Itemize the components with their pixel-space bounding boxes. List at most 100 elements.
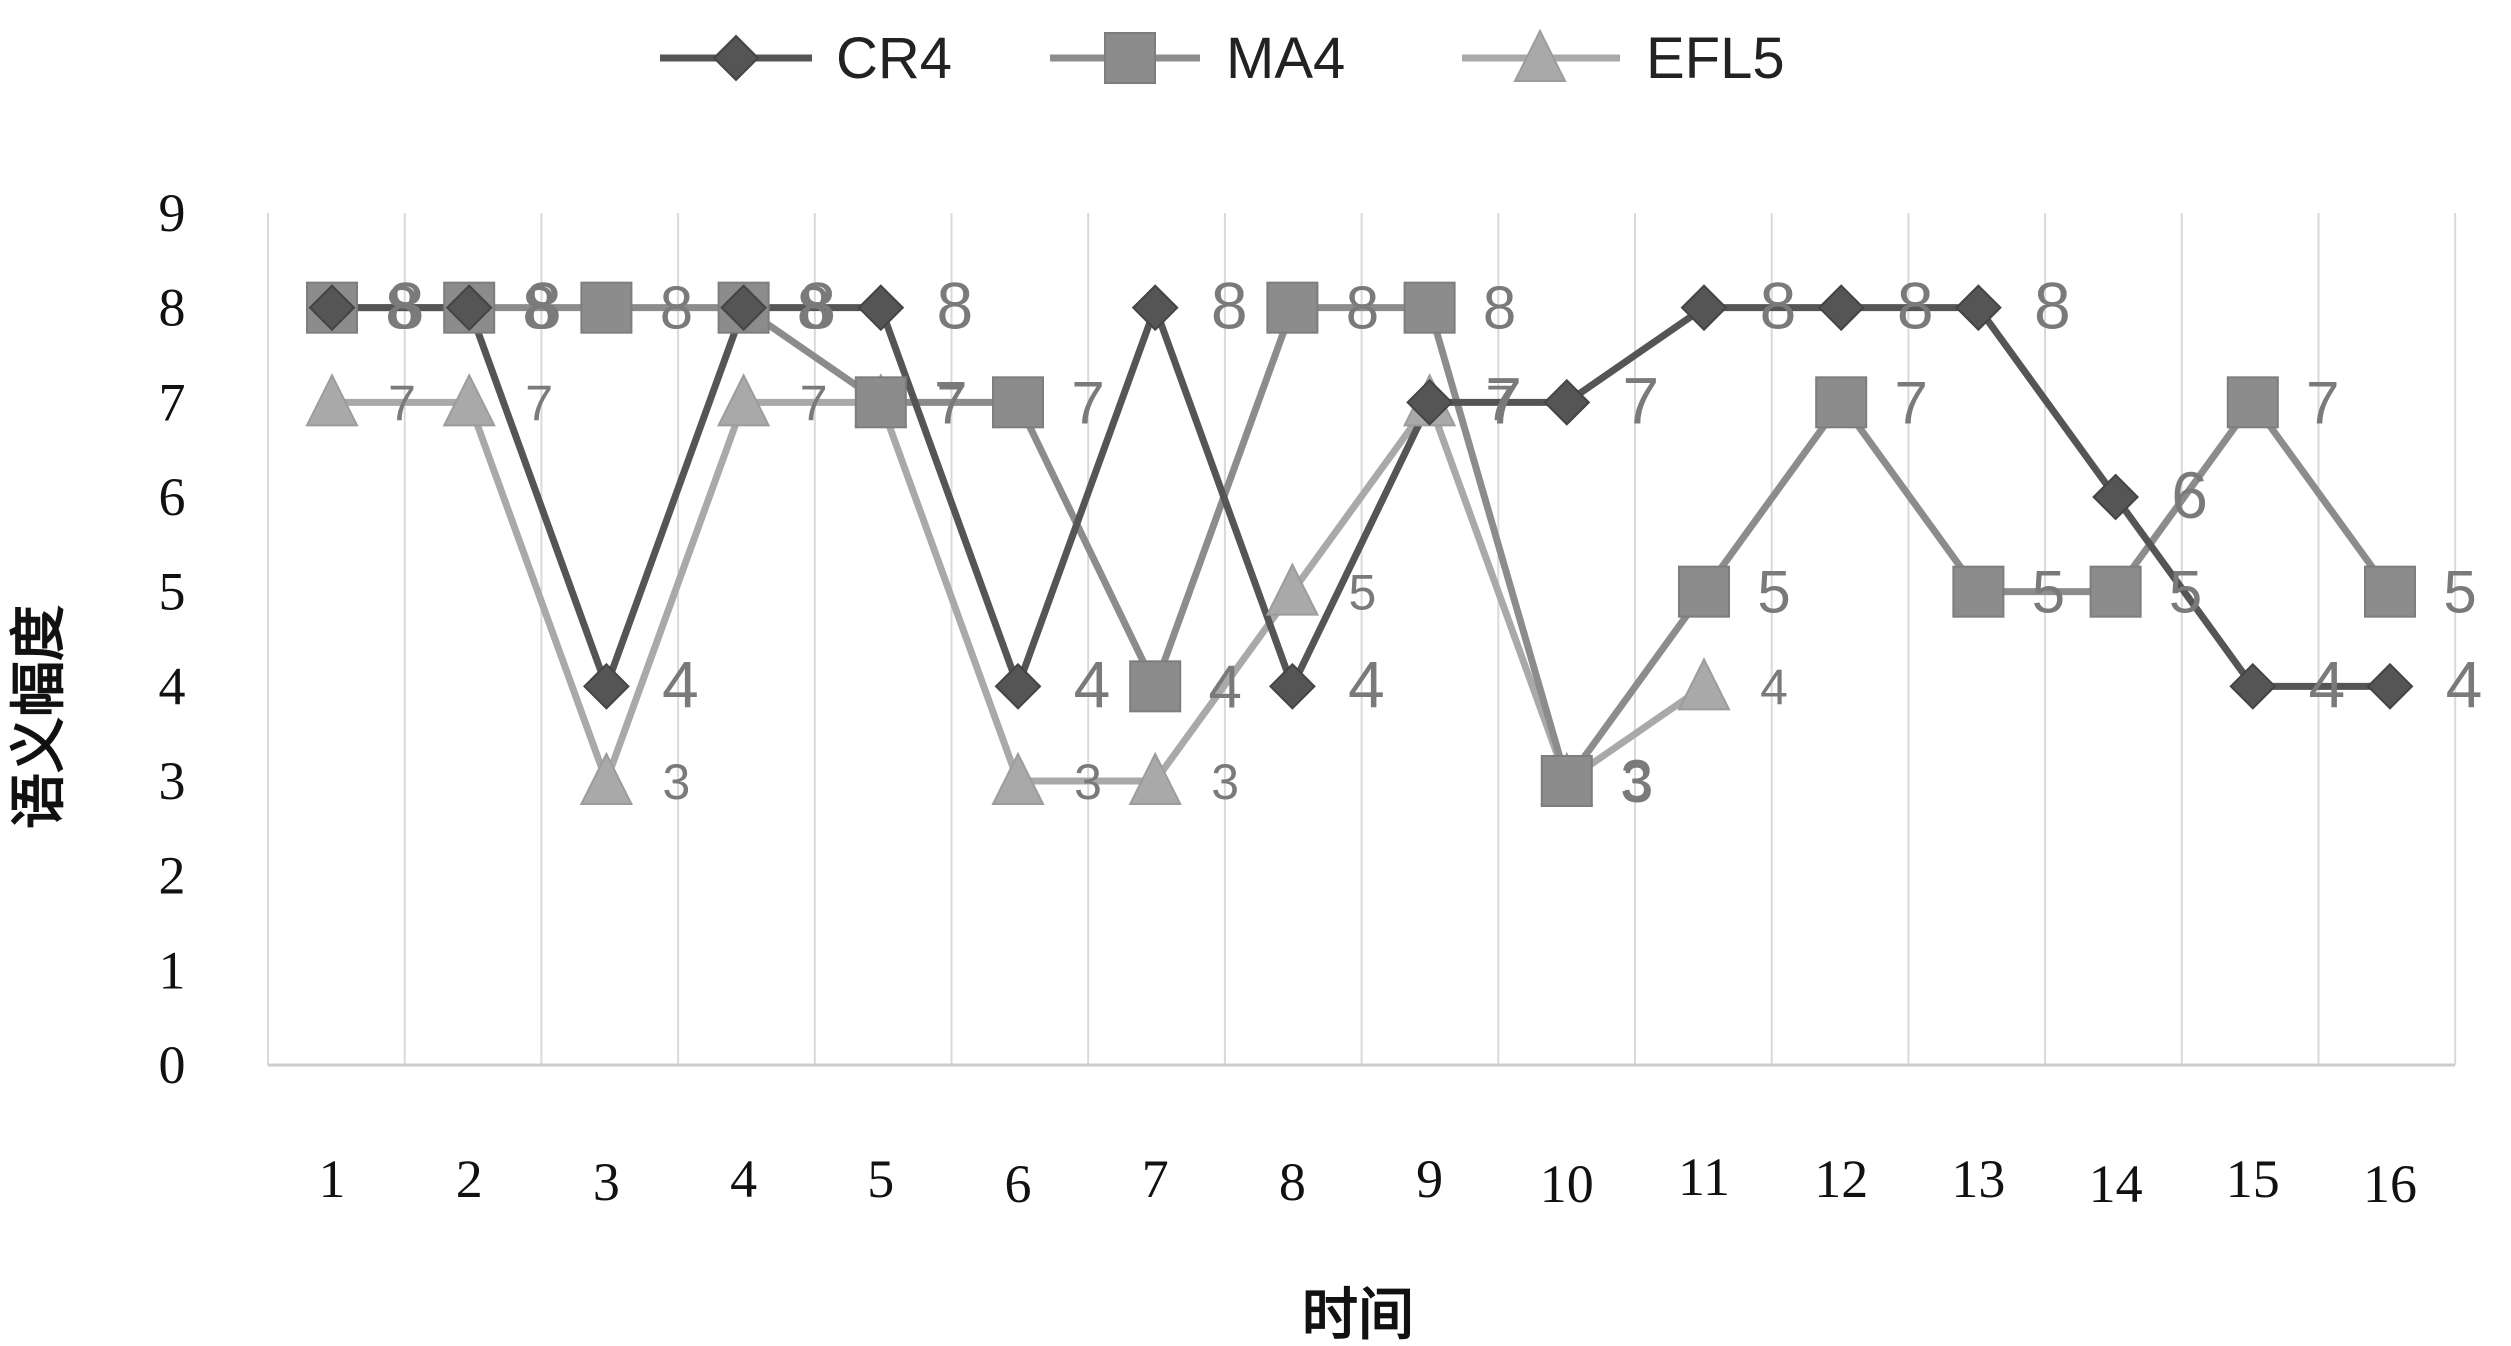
x-tick-label: 13 (1951, 1149, 2005, 1209)
x-tick-label: 16 (2363, 1154, 2417, 1214)
data-label-ma4: 8 (797, 275, 830, 342)
legend-marker-efl5 (1513, 28, 1567, 82)
x-tick-label: 2 (456, 1149, 483, 1209)
data-label-efl5: 7 (525, 375, 553, 431)
marker-efl5 (1128, 751, 1182, 805)
marker-efl5 (305, 373, 359, 427)
y-axis-title: 语义幅度 (7, 605, 72, 829)
data-label-cr4: 8 (1897, 269, 1934, 343)
marker-ma4 (2226, 376, 2279, 429)
series-area (305, 281, 2416, 807)
marker-ma4 (854, 376, 907, 429)
data-label-ma4: 5 (2032, 559, 2065, 626)
x-tick-label: 4 (730, 1149, 757, 1209)
marker-ma4 (1266, 281, 1319, 334)
data-label-cr4: 4 (2308, 647, 2345, 721)
marker-ma4 (1129, 660, 1182, 713)
legend: CR4 MA4 EFL5 (660, 26, 1785, 91)
data-label-cr4: 8 (1211, 269, 1248, 343)
marker-cr4 (582, 662, 630, 710)
data-label-cr4: 8 (525, 269, 562, 343)
data-label-ma4: 7 (1895, 369, 1928, 436)
marker-efl5 (442, 373, 496, 427)
x-tick-label: 6 (1005, 1154, 1032, 1214)
data-label-efl5: 5 (1348, 565, 1376, 621)
marker-cr4 (1954, 284, 2002, 332)
marker-ma4 (1540, 755, 1593, 807)
marker-ma4 (1403, 281, 1456, 334)
x-tick-label: 12 (1814, 1149, 1868, 1209)
marker-efl5 (991, 751, 1045, 805)
y-tick-label: 5 (159, 562, 186, 622)
series-line-cr4 (332, 297, 2390, 697)
data-label-ma4: 3 (1620, 748, 1653, 815)
marker-efl5 (579, 751, 634, 805)
data-label-ma4: 8 (523, 275, 556, 342)
y-tick-label: 4 (159, 656, 186, 716)
data-label-ma4: 7 (1071, 369, 1104, 436)
data-label-cr4: 7 (1622, 363, 1659, 437)
x-tick-label: 1 (319, 1149, 346, 1209)
y-tick-label: 1 (159, 940, 186, 1000)
legend-label-cr4: CR4 (836, 26, 952, 91)
y-tick-label: 2 (159, 846, 186, 906)
marker-ma4 (580, 281, 633, 334)
data-label-efl5: 7 (937, 375, 965, 431)
data-label-cr4: 4 (662, 647, 699, 721)
marker-cr4 (1268, 662, 1316, 710)
marker-cr4 (1680, 284, 1728, 332)
marker-cr4 (720, 284, 768, 332)
data-label-ma4: 8 (1346, 275, 1379, 342)
marker-cr4 (308, 284, 356, 332)
data-label-efl5: 3 (1074, 754, 1102, 810)
data-label-ma4: 8 (385, 275, 418, 342)
marker-ma4 (1952, 565, 2005, 618)
marker-cr4 (1817, 284, 1865, 332)
data-label-ma4: 7 (2306, 369, 2339, 436)
data-label-cr4: 7 (1485, 363, 1522, 437)
x-tick-label: 14 (2089, 1154, 2143, 1214)
legend-label-efl5: EFL5 (1646, 26, 1785, 91)
x-tick-label: 11 (1678, 1147, 1730, 1207)
marker-efl5 (1677, 657, 1731, 711)
x-tick-label: 15 (2226, 1149, 2280, 1209)
y-tick-label: 7 (159, 372, 186, 432)
data-label-efl5: 3 (662, 754, 690, 810)
data-label-cr4: 4 (1348, 647, 1385, 721)
marker-cr4 (2092, 473, 2140, 521)
marker-cr4 (445, 284, 493, 332)
y-tick-label: 0 (159, 1035, 186, 1095)
legend-marker-ma4 (1104, 32, 1156, 84)
marker-efl5 (1265, 562, 1320, 616)
data-label-cr4: 8 (2034, 269, 2071, 343)
marker-ma4 (1678, 565, 1730, 618)
x-tick-label: 10 (1540, 1154, 1594, 1214)
legend-label-ma4: MA4 (1226, 26, 1345, 91)
data-label-cr4: 4 (2446, 647, 2483, 721)
x-tick-label: 8 (1279, 1152, 1306, 1212)
marker-cr4 (857, 284, 905, 332)
data-label-efl5: 7 (800, 375, 828, 431)
y-tick-label: 3 (159, 751, 186, 811)
x-axis-title: 时间 (1302, 1283, 1414, 1346)
x-tick-label: 7 (1142, 1149, 1169, 1209)
data-label-ma4: 7 (934, 369, 967, 436)
data-label-efl5: 3 (1211, 754, 1239, 810)
x-tick-label: 5 (867, 1149, 894, 1209)
data-label-ma4: 5 (1757, 559, 1790, 626)
data-label-cr4: 8 (1760, 269, 1797, 343)
data-label-cr4: 8 (799, 269, 836, 343)
marker-ma4 (1815, 376, 1868, 429)
marker-ma4 (2364, 565, 2416, 618)
data-label-efl5: 3 (1623, 754, 1651, 810)
marker-ma4 (2089, 565, 2142, 618)
x-tick-label: 9 (1416, 1149, 1443, 1209)
data-label-efl5: 4 (1760, 659, 1788, 715)
data-label-cr4: 4 (1074, 647, 1111, 721)
data-label-ma4: 8 (1483, 275, 1516, 342)
y-tick-label: 9 (159, 183, 186, 243)
x-tick-label: 3 (593, 1152, 620, 1212)
